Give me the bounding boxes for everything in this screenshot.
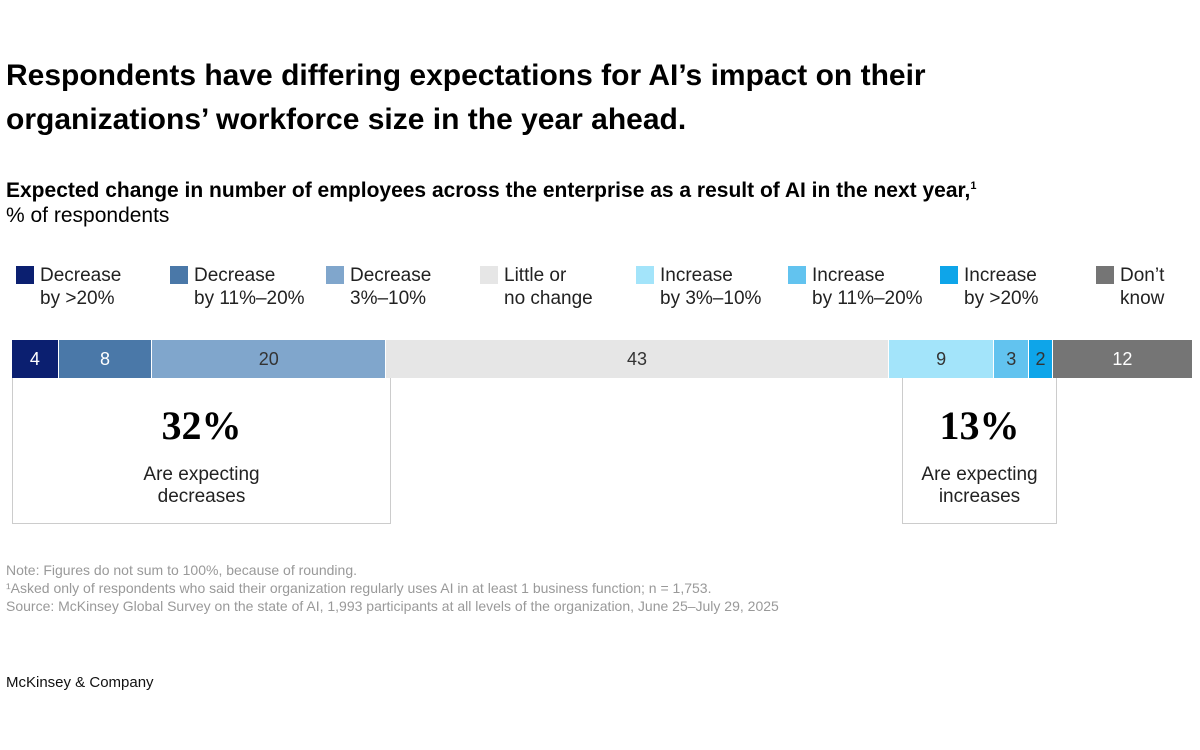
chart-title: Respondents have differing expectations … [6,59,926,136]
callout-label: Are expecting decreases [143,464,260,507]
legend-label: Increase by 11%–20% [812,265,923,309]
notes: Note: Figures do not sum to 100%, becaus… [6,561,779,615]
legend-swatch [170,266,188,284]
callout-value: 13% [939,403,1020,448]
legend-item: Increase by 11%–20% [788,264,923,310]
legend-item: Don’t know [1096,264,1164,310]
legend-label: Don’t know [1120,265,1165,309]
legend-item: Decrease by 11%–20% [170,264,305,310]
bar-segment: 9 [888,340,995,378]
chart-subtitle: Expected change in number of employees a… [6,172,977,205]
legend-item: Decrease by >20% [16,264,121,310]
brand-logo: McKinsey & Company [6,674,154,691]
legend-item: Increase by 3%–10% [636,264,761,310]
legend-swatch [326,266,344,284]
increases-callout: 13% Are expecting increases [902,378,1057,524]
legend-swatch [940,266,958,284]
legend-item: Increase by >20% [940,264,1038,310]
subtitle-text: Expected change in number of employees a… [6,179,971,202]
bar-segment: 3 [994,340,1030,378]
bar-segment: 8 [58,340,153,378]
legend-label: Little or no change [504,265,593,309]
legend-swatch [1096,266,1114,284]
legend-swatch [788,266,806,284]
note-source: Source: McKinsey Global Survey on the st… [6,598,779,614]
bar-segment: 43 [386,340,889,378]
bar-segment: 2 [1029,340,1053,378]
unit-label: % of respondents [6,204,170,227]
note-footnote: ¹Asked only of respondents who said thei… [6,580,712,596]
legend-label: Increase by >20% [964,265,1039,309]
bar-segment: 12 [1052,340,1193,378]
bar-segment: 4 [12,340,59,378]
callout-label: Are expecting increases [921,464,1038,507]
legend-item: Little or no change [480,264,593,310]
legend-label: Decrease 3%–10% [350,265,432,309]
legend-label: Decrease by >20% [40,265,122,309]
legend-label: Increase by 3%–10% [660,265,762,309]
legend-swatch [16,266,34,284]
callout-value: 32% [161,403,242,448]
stacked-bar: 4 8 20 43 9 3 2 12 [12,340,1193,378]
footnote-marker: 1 [970,180,977,192]
legend-swatch [636,266,654,284]
legend-label: Decrease by 11%–20% [194,265,305,309]
decreases-callout: 32% Are expecting decreases [12,378,391,524]
note-rounding: Note: Figures do not sum to 100%, becaus… [6,562,357,578]
bar-segment: 20 [152,340,387,378]
legend-swatch [480,266,498,284]
legend-item: Decrease 3%–10% [326,264,431,310]
